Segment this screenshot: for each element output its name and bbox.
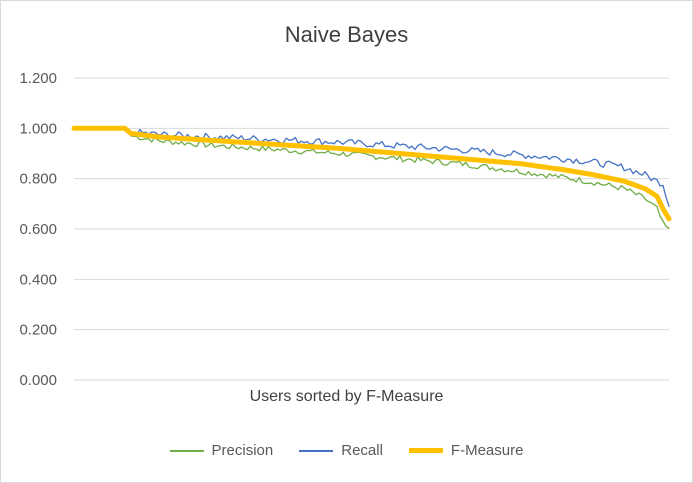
y-tick-label: 0.200	[19, 322, 57, 339]
legend-item-recall: Recall	[299, 442, 383, 459]
legend-swatch-f-measure	[408, 448, 443, 453]
y-tick-label: 0.000	[19, 372, 57, 389]
x-axis-label: Users sorted by F-Measure	[249, 388, 444, 405]
y-tick-label: 0.800	[19, 171, 57, 188]
y-tick-label: 1.200	[19, 70, 57, 87]
legend-label-f-measure: F-Measure	[450, 442, 524, 459]
y-tick-label: 0.400	[19, 271, 57, 288]
series-line-precision	[73, 127, 670, 229]
legend-label-recall: Recall	[341, 442, 383, 459]
chart-title: Naive Bayes	[284, 22, 409, 47]
series-line-f-measure	[71, 125, 672, 222]
legend-item-f-measure: F-Measure	[408, 442, 524, 459]
legend-swatch-recall	[299, 449, 334, 452]
legend-label-precision: Precision	[211, 442, 274, 459]
legend-swatch-precision	[169, 449, 204, 452]
y-tick-label: 1.000	[19, 120, 57, 137]
legend-item-precision: Precision	[169, 442, 274, 459]
y-tick-label: 0.600	[19, 221, 57, 238]
series-line-recall	[73, 127, 670, 207]
legend: Precision Recall F-Measure	[0, 442, 693, 459]
